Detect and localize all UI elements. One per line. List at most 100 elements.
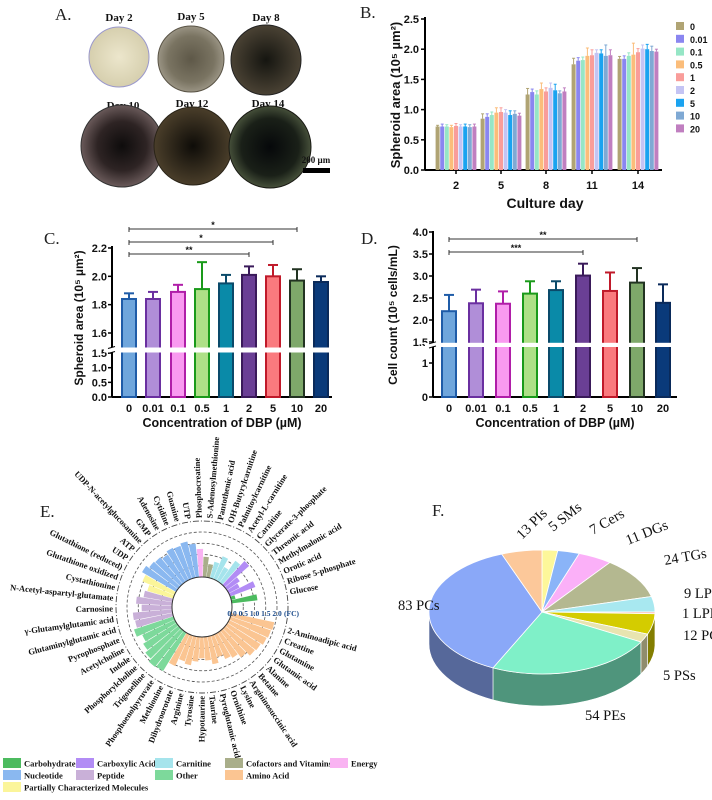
radial-bar — [142, 575, 176, 596]
legend-swatch — [76, 758, 94, 768]
panel-e-radial-chart: 2-Aminoadipic acidCreatineGlutamineGluta… — [10, 436, 359, 759]
axis-break-mark — [107, 351, 116, 354]
radial-bar — [143, 622, 179, 650]
legend-label: 0.5 — [690, 60, 703, 70]
x-tick-label: 5 — [270, 403, 276, 415]
y-tick-label: 1 — [422, 358, 428, 370]
legend-label: 5 — [690, 99, 695, 109]
y-tick-label: 1.8 — [92, 300, 107, 312]
bar — [590, 55, 594, 170]
radial-bar — [148, 628, 184, 667]
legend-swatch — [676, 86, 684, 94]
y-tick-label: 3.0 — [413, 271, 428, 283]
legend-swatch — [225, 758, 243, 768]
x-tick-label: 1 — [223, 403, 229, 415]
spheroid-image-day8 — [230, 24, 302, 96]
bar — [629, 281, 645, 399]
radial-bar — [223, 625, 255, 656]
legend-label: Nucleotide — [24, 771, 63, 781]
radial-bar — [203, 636, 212, 661]
bar — [449, 127, 454, 170]
legend-swatch — [676, 111, 684, 120]
spheroid-image-day12 — [153, 106, 233, 186]
x-tick-label: 10 — [631, 403, 643, 415]
significance-label: * — [199, 233, 203, 243]
bar — [454, 125, 458, 170]
pie-slice-label: 83 PCs — [398, 598, 440, 614]
radial-bar — [166, 547, 189, 582]
bar — [622, 58, 627, 170]
legend-label: 2 — [690, 86, 695, 96]
legend-label: Amino Acid — [246, 771, 289, 781]
bar — [654, 51, 659, 171]
bar — [599, 53, 604, 170]
radial-bar — [132, 609, 173, 621]
bar — [485, 116, 490, 170]
radial-bar — [178, 634, 193, 662]
x-tick-label: 14 — [632, 180, 645, 192]
x-tick-label: 20 — [657, 403, 669, 415]
bar — [458, 126, 463, 170]
significance-label: * — [211, 220, 215, 230]
bar — [649, 51, 654, 170]
x-tick-label: 2 — [580, 403, 586, 415]
radial-axis-tick-label: 0.0 — [227, 609, 237, 618]
radial-axis-tick-label: 2.0 — [272, 609, 282, 618]
radial-bar — [213, 556, 229, 581]
panel-label-d: D. — [361, 229, 378, 248]
legend-swatch — [676, 98, 684, 107]
legend-swatch — [330, 758, 348, 768]
bar — [655, 301, 671, 398]
bar — [468, 302, 484, 398]
radial-bar — [225, 623, 261, 651]
radial-bar — [184, 635, 197, 666]
legend-label: Cofactors and Vitamins — [246, 759, 333, 769]
legend-swatch — [76, 770, 94, 780]
legend-label: 20 — [690, 124, 700, 134]
radial-bar — [226, 583, 240, 594]
radial-bar — [155, 557, 183, 587]
panel-a-micrographs: Day 2 Day 5 Day 8 Day 10 Day 12 Day 14 2… — [80, 11, 331, 189]
axis-break-mark — [107, 346, 116, 349]
bar — [218, 282, 234, 398]
radial-bar — [229, 616, 271, 638]
radial-bar — [224, 577, 240, 591]
x-tick-label: 0 — [126, 403, 132, 415]
y-tick-label: 2.0 — [413, 315, 428, 327]
pie-slice — [541, 562, 653, 613]
legend-swatch — [225, 770, 243, 780]
legend-label: Other — [176, 771, 198, 781]
legend-label: 0.1 — [690, 48, 703, 58]
bar — [539, 89, 544, 170]
pie-slice-label: 7 Cers — [587, 506, 628, 539]
pie-slice-label: 12 PGs — [683, 628, 712, 644]
bar — [289, 279, 305, 399]
bar — [576, 60, 581, 171]
y-tick-label: 2.2 — [92, 243, 107, 255]
y-tick-label: 0.0 — [92, 392, 107, 404]
x-axis-title: Culture day — [506, 195, 583, 211]
x-axis-title: Concentration of DBP (µM) — [142, 416, 301, 430]
significance-label: ** — [185, 245, 193, 255]
radial-axis-unit: (FC) — [284, 609, 299, 618]
y-tick-label: 1.5 — [92, 348, 107, 360]
bar — [553, 90, 558, 170]
radial-bar — [219, 560, 241, 585]
bar — [463, 126, 468, 170]
spheroid-image-day14 — [228, 105, 312, 189]
bar — [503, 112, 508, 170]
bar — [508, 115, 513, 170]
x-tick-label: 5 — [607, 403, 613, 415]
spheroid-image-day10 — [80, 104, 164, 188]
radial-bar — [217, 630, 238, 658]
y-tick-label: 1.0 — [92, 363, 107, 375]
radial-bar — [220, 628, 247, 658]
bar — [489, 115, 494, 170]
y-tick-label: 0.0 — [404, 165, 419, 177]
x-tick-label: 8 — [543, 180, 549, 192]
legend-label: 0.01 — [690, 35, 708, 45]
axis-break-mark — [428, 341, 437, 345]
y-axis-title: Spheroid area (10⁵ µm²) — [72, 250, 86, 385]
